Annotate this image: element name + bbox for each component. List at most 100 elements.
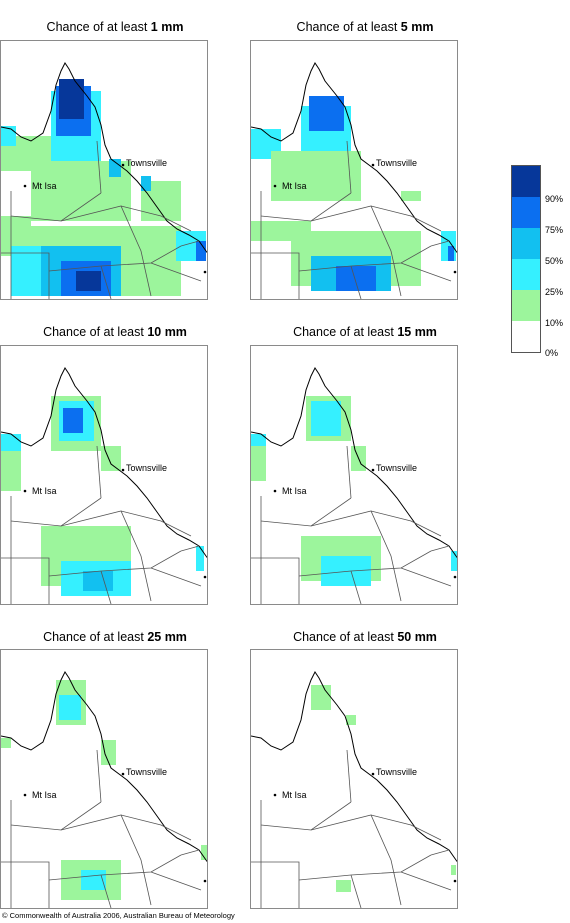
town-marker	[273, 489, 277, 493]
town-label-mt-isa: Mt Isa	[282, 486, 307, 496]
town-marker	[453, 879, 457, 883]
legend-label-10: 10%	[545, 318, 564, 328]
district-boundary	[120, 205, 192, 232]
panel-title-25mm: Chance of at least 25 mm	[43, 630, 187, 644]
rain-probability-area	[251, 434, 266, 449]
town-label-townsville: Townsville	[376, 767, 418, 777]
panel-title-1mm: Chance of at least 1 mm	[46, 20, 184, 34]
rain-probability-area	[201, 845, 207, 860]
district-boundary	[400, 871, 452, 891]
district-boundary	[298, 245, 432, 272]
district-boundary	[180, 545, 200, 552]
rain-probability-area	[59, 79, 84, 119]
district-boundary	[310, 205, 402, 297]
district-boundary	[346, 749, 352, 803]
district-boundary	[298, 550, 432, 577]
coastline	[1, 671, 207, 863]
rain-probability-area	[141, 176, 151, 191]
map-svg	[251, 62, 457, 299]
district-boundary	[260, 801, 352, 831]
district-boundary	[60, 814, 152, 906]
district-boundary	[100, 570, 112, 604]
town-marker	[23, 489, 27, 493]
town-marker	[23, 184, 27, 188]
legend-swatch-0	[512, 321, 540, 352]
district-boundary	[350, 265, 362, 299]
coastline	[1, 367, 207, 559]
district-boundary	[1, 861, 50, 908]
rain-probability-area	[321, 556, 371, 586]
rain-probability-area	[1, 738, 11, 748]
town-label-townsville: Townsville	[126, 158, 168, 168]
legend-swatch-50	[512, 228, 540, 259]
district-boundary	[150, 262, 202, 282]
district-boundary	[60, 205, 152, 297]
rain-probability-area	[451, 865, 456, 875]
rain-probability-area	[336, 880, 351, 892]
town-marker	[121, 163, 125, 167]
town-label-mt-isa: Mt Isa	[282, 790, 307, 800]
legend-label-0: 0%	[545, 348, 559, 358]
map-svg	[1, 367, 207, 604]
town-label-mt-isa: Mt Isa	[282, 181, 307, 191]
district-boundary	[251, 557, 300, 604]
map-svg	[1, 62, 207, 299]
town-marker	[203, 270, 207, 274]
district-boundary	[10, 801, 102, 831]
copyright-notice: © Commonwealth of Australia 2006, Austra…	[2, 911, 235, 920]
rain-probability-area	[196, 241, 206, 261]
town-marker	[121, 772, 125, 776]
district-boundary	[310, 814, 402, 906]
town-label-townsville: Townsville	[126, 767, 168, 777]
district-boundary	[120, 814, 192, 841]
rain-probability-area	[271, 151, 361, 201]
rain-probability-area	[1, 434, 21, 454]
district-boundary	[350, 570, 362, 604]
town-marker	[273, 184, 277, 188]
legend-swatch-75	[512, 197, 540, 228]
district-boundary	[100, 874, 112, 908]
district-boundary	[370, 205, 442, 232]
district-boundary	[10, 497, 102, 527]
rain-probability-area	[1, 126, 16, 146]
district-boundary	[310, 510, 402, 602]
rain-probability-area	[76, 271, 101, 291]
town-marker	[371, 468, 375, 472]
town-marker	[371, 772, 375, 776]
panel-title-50mm: Chance of at least 50 mm	[293, 630, 437, 644]
town-marker	[23, 793, 27, 797]
rain-probability-area	[309, 96, 344, 131]
rain-probability-area	[451, 551, 457, 571]
rain-probability-area	[311, 685, 331, 710]
rain-probability-area	[101, 740, 116, 765]
district-boundary	[120, 510, 192, 537]
rain-probability-area	[401, 191, 421, 201]
rain-probability-area	[336, 266, 376, 291]
district-boundary	[48, 550, 182, 577]
district-boundary	[430, 849, 450, 856]
town-marker	[371, 163, 375, 167]
district-boundary	[430, 240, 450, 247]
town-marker	[203, 575, 207, 579]
district-boundary	[346, 140, 352, 194]
district-boundary	[48, 245, 182, 272]
legend-label-25: 25%	[545, 287, 564, 297]
town-marker	[121, 468, 125, 472]
district-boundary	[251, 861, 300, 908]
district-boundary	[180, 849, 200, 856]
district-boundary	[251, 252, 300, 299]
rain-probability-area	[196, 546, 204, 571]
town-marker	[273, 793, 277, 797]
legend-swatch-90	[512, 166, 540, 197]
town-marker	[203, 879, 207, 883]
district-boundary	[400, 567, 452, 587]
town-label-mt-isa: Mt Isa	[32, 181, 57, 191]
town-label-townsville: Townsville	[376, 158, 418, 168]
district-boundary	[48, 854, 182, 881]
